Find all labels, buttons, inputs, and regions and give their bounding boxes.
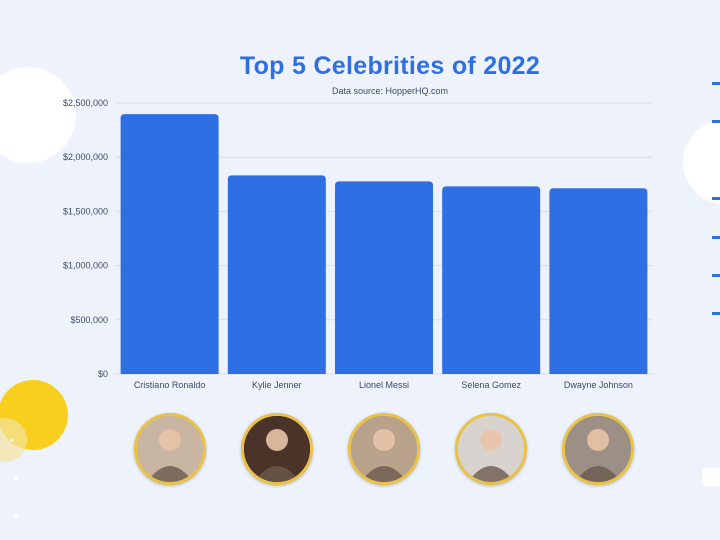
bar [227, 175, 326, 374]
x-tick-label: Cristiano Ronaldo [134, 380, 206, 390]
group-family-photo [133, 413, 206, 485]
man-smiling-photo [562, 413, 635, 485]
chart-title: Top 5 Celebrities of 2022 [239, 52, 541, 80]
x-tick-label: Selena Gomez [461, 380, 521, 390]
bar [335, 181, 433, 374]
x-tick-label: Kylie Jenner [252, 380, 302, 390]
family-sofa-photo [348, 413, 420, 485]
x-tick-label: Dwayne Johnson [564, 380, 633, 390]
y-tick-label: $1,000,000 [63, 261, 108, 271]
chart-subtitle: Data source: HopperHQ.com [331, 86, 449, 96]
left-edge-dots [10, 438, 18, 518]
y-tick-label: $2,500,000 [63, 98, 108, 108]
brand-logo [702, 468, 720, 486]
white-circle-decoration-right [683, 120, 720, 204]
white-circle-decoration [0, 67, 76, 163]
y-tick-label: $500,000 [70, 315, 108, 325]
y-tick-label: $0 [98, 369, 108, 379]
woman-waving-photo [455, 413, 528, 485]
bar [549, 188, 648, 374]
y-tick-label: $2,000,000 [63, 152, 108, 162]
bar [442, 186, 541, 374]
right-edge-dots [712, 82, 720, 315]
x-tick-label: Lionel Messi [359, 380, 409, 390]
bar [120, 114, 219, 375]
portrait-woman-photo [240, 413, 313, 485]
y-tick-label: $1,500,000 [63, 206, 108, 216]
